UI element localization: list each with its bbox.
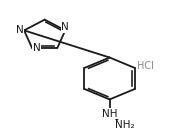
Text: HCl: HCl — [137, 61, 154, 71]
Text: N: N — [33, 43, 40, 53]
Text: N: N — [61, 22, 69, 32]
Text: NH: NH — [102, 109, 117, 119]
Text: N: N — [15, 25, 23, 35]
Text: NH₂: NH₂ — [115, 120, 134, 130]
